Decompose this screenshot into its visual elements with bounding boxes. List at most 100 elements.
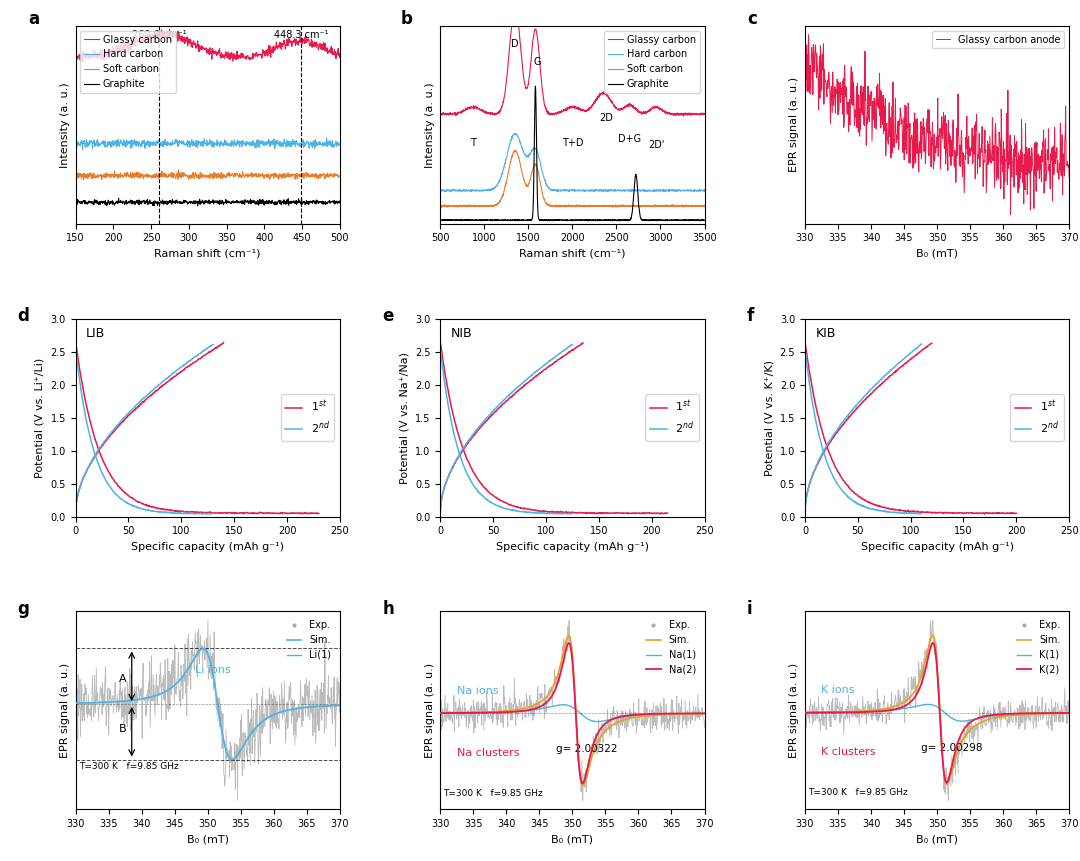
Graphite (649, 214, 662, 225)
Soft carbon (297, 168, 310, 178)
Text: f: f (746, 307, 754, 325)
Graphite (525, 215, 538, 226)
Text: T=300 K   f=9.85 GHz: T=300 K f=9.85 GHz (79, 762, 178, 771)
Legend: Exp., Sim., Na(1), Na(2): Exp., Sim., Na(1), Na(2) (643, 616, 700, 678)
Legend: Exp., Sim., K(1), K(2): Exp., Sim., K(1), K(2) (1013, 616, 1064, 678)
Li(1) (137, 693, 150, 703)
Li(1) (116, 696, 129, 706)
Soft carbon (77, 175, 90, 185)
Text: e: e (382, 307, 393, 325)
Soft carbon (435, 202, 448, 213)
Hard carbon (510, 128, 523, 139)
Soft carbon (172, 165, 185, 176)
Soft carbon (270, 170, 283, 180)
Text: b: b (401, 10, 413, 28)
Graphite (270, 197, 283, 208)
Text: 260.6 cm⁻¹: 260.6 cm⁻¹ (132, 30, 187, 40)
Legend: Glassy carbon anode: Glassy carbon anode (932, 31, 1064, 48)
Glassy carbon (69, 49, 82, 59)
Li(1) (246, 726, 259, 736)
Legend: Glassy carbon, Hard carbon, Soft carbon, Graphite: Glassy carbon, Hard carbon, Soft carbon,… (605, 31, 700, 93)
Legend: 1$^{st}$, 2$^{nd}$: 1$^{st}$, 2$^{nd}$ (646, 394, 699, 441)
Sim. (246, 726, 259, 736)
Text: c: c (746, 10, 757, 28)
Glassy carbon (85, 52, 98, 62)
Glassy carbon (224, 51, 237, 61)
Text: T=300 K   f=9.85 GHz: T=300 K f=9.85 GHz (444, 789, 543, 798)
Graphite (297, 196, 310, 207)
Text: T: T (470, 138, 476, 148)
Hard carbon (238, 139, 251, 149)
Glassy carbon (648, 101, 661, 111)
Hard carbon (525, 146, 538, 157)
Y-axis label: Potential (V vs. Li⁺/Li): Potential (V vs. Li⁺/Li) (35, 357, 45, 478)
Glassy carbon (238, 53, 251, 63)
Soft carbon (649, 201, 662, 212)
X-axis label: Raman shift (cm⁻¹): Raman shift (cm⁻¹) (154, 249, 261, 259)
Y-axis label: EPR signal (a. u.): EPR signal (a. u.) (789, 663, 799, 758)
Legend: 1$^{st}$, 2$^{nd}$: 1$^{st}$, 2$^{nd}$ (1010, 394, 1064, 441)
Glassy carbon (297, 37, 310, 47)
Hard carbon (434, 186, 447, 196)
Glassy carbon (572, 104, 585, 115)
Legend: Exp., Sim., Li(1): Exp., Sim., Li(1) (283, 616, 335, 664)
Soft carbon (434, 201, 447, 211)
Soft carbon (694, 201, 707, 211)
Graphite (238, 200, 251, 210)
Glassy carbon (76, 57, 89, 67)
Text: LIB: LIB (86, 326, 106, 339)
Y-axis label: Intensity (a. u.): Intensity (a. u.) (60, 82, 70, 168)
Text: K ions: K ions (822, 685, 855, 696)
Graphite (498, 214, 511, 225)
Text: D: D (511, 39, 519, 49)
Glassy carbon (498, 92, 511, 102)
Text: d: d (17, 307, 29, 325)
Hard carbon (76, 145, 89, 155)
Glassy carbon (698, 109, 711, 120)
Text: K clusters: K clusters (822, 747, 876, 758)
Text: D+G: D+G (618, 133, 642, 144)
Glassy carbon (334, 48, 347, 59)
Graphite (529, 81, 542, 91)
Text: 448.3 cm⁻¹: 448.3 cm⁻¹ (273, 30, 328, 40)
Y-axis label: Intensity (a. u.): Intensity (a. u.) (424, 82, 435, 168)
Legend: Glassy carbon, Hard carbon, Soft carbon, Graphite: Glassy carbon, Hard carbon, Soft carbon,… (81, 31, 176, 93)
Glassy carbon (230, 53, 243, 63)
Hard carbon (320, 133, 333, 143)
Hard carbon (648, 186, 661, 196)
Soft carbon (572, 201, 585, 211)
Li(1) (197, 643, 210, 653)
Glassy carbon (163, 24, 176, 34)
Glassy carbon (556, 106, 569, 116)
Li(1) (189, 652, 202, 662)
Hard carbon (694, 185, 707, 195)
Sim. (116, 696, 129, 706)
X-axis label: B₀ (mT): B₀ (mT) (916, 834, 958, 845)
Graphite (556, 215, 569, 226)
Text: g= 2.00298: g= 2.00298 (920, 743, 982, 753)
Graphite (334, 195, 347, 206)
Y-axis label: EPR signal (a. u.): EPR signal (a. u.) (789, 77, 799, 172)
Sim. (269, 709, 282, 719)
Text: g: g (17, 599, 29, 617)
Line: Soft carbon: Soft carbon (76, 170, 340, 180)
Glassy carbon (525, 49, 538, 59)
Soft carbon (698, 201, 711, 212)
Text: i: i (746, 599, 753, 617)
Line: Sim.: Sim. (76, 648, 340, 759)
Soft carbon (509, 146, 522, 156)
Glassy carbon (509, 3, 522, 13)
Graphite (69, 198, 82, 208)
Graphite (224, 197, 237, 208)
Glassy carbon (677, 111, 690, 121)
Hard carbon (297, 138, 310, 148)
Soft carbon (230, 170, 243, 180)
Hard carbon (658, 187, 671, 197)
X-axis label: B₀ (mT): B₀ (mT) (187, 834, 229, 845)
Text: NIB: NIB (450, 326, 472, 339)
Sim. (69, 698, 82, 709)
Graphite (698, 215, 711, 226)
Soft carbon (238, 171, 251, 182)
Text: Na ions: Na ions (457, 685, 498, 696)
Glassy carbon (270, 42, 283, 53)
